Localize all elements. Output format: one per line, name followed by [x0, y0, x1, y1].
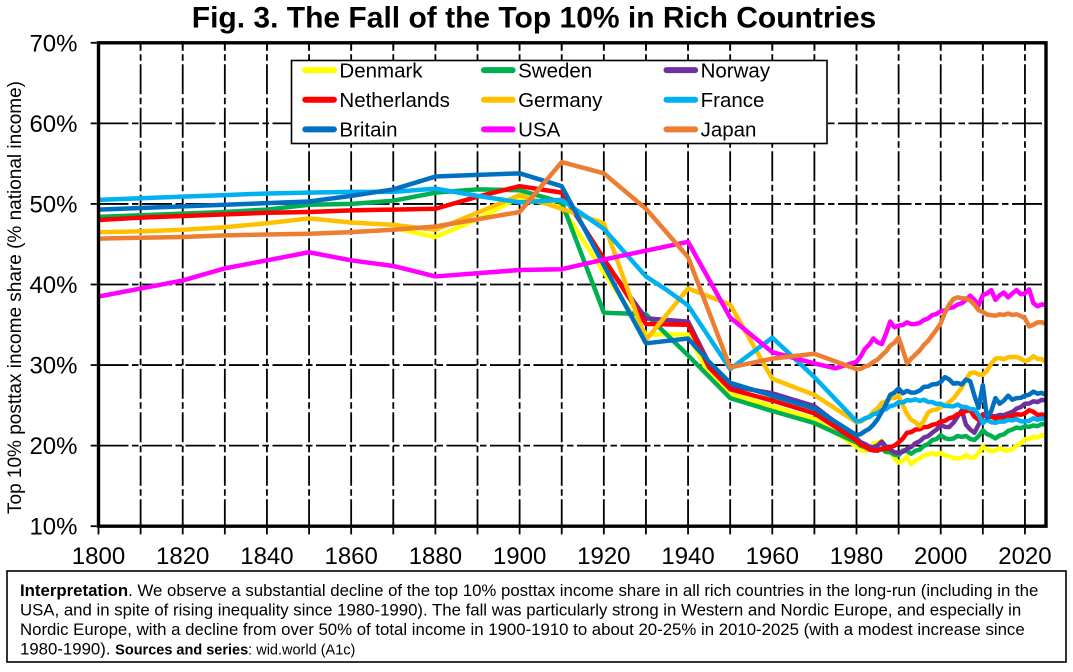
- svg-text:Fig. 3. The Fall of the Top 10: Fig. 3. The Fall of the Top 10% in Rich …: [192, 2, 877, 35]
- svg-text:1920: 1920: [577, 543, 630, 570]
- svg-text:1900: 1900: [493, 543, 546, 570]
- svg-text:2000: 2000: [914, 543, 967, 570]
- svg-text:1800: 1800: [72, 543, 125, 570]
- svg-text:1980-1990). Sources and series: 1980-1990). Sources and series: wid.worl…: [20, 640, 355, 659]
- svg-text:1860: 1860: [324, 543, 377, 570]
- svg-text:Japan: Japan: [701, 119, 757, 142]
- svg-text:Netherlands: Netherlands: [339, 89, 450, 112]
- svg-text:40%: 40%: [29, 272, 77, 299]
- svg-text:50%: 50%: [29, 191, 77, 218]
- svg-text:70%: 70%: [29, 30, 77, 57]
- svg-text:Germany: Germany: [518, 89, 603, 112]
- svg-text:Sweden: Sweden: [518, 59, 592, 82]
- svg-text:30%: 30%: [29, 353, 77, 380]
- svg-text:Britain: Britain: [339, 119, 397, 142]
- svg-text:Interpretation. We observe a s: Interpretation. We observe a substantial…: [20, 581, 1038, 600]
- svg-text:1880: 1880: [409, 543, 462, 570]
- svg-text:1940: 1940: [661, 543, 714, 570]
- svg-text:1980: 1980: [830, 543, 883, 570]
- svg-text:Denmark: Denmark: [339, 59, 423, 82]
- svg-text:60%: 60%: [29, 111, 77, 138]
- svg-text:1960: 1960: [746, 543, 799, 570]
- svg-text:Norway: Norway: [701, 59, 771, 82]
- svg-text:10%: 10%: [29, 514, 77, 541]
- svg-text:1840: 1840: [240, 543, 293, 570]
- svg-text:Top 10% posttax income share (: Top 10% posttax income share (% national…: [5, 81, 26, 514]
- svg-text:20%: 20%: [29, 433, 77, 460]
- svg-text:France: France: [701, 89, 765, 112]
- svg-text:2020: 2020: [998, 543, 1051, 570]
- svg-text:Nordic Europe, with a decline: Nordic Europe, with a decline from over …: [20, 620, 1025, 639]
- svg-text:1820: 1820: [156, 543, 209, 570]
- svg-text:USA, and in spite of rising in: USA, and in spite of rising inequality s…: [20, 601, 1021, 620]
- svg-text:USA: USA: [518, 119, 560, 142]
